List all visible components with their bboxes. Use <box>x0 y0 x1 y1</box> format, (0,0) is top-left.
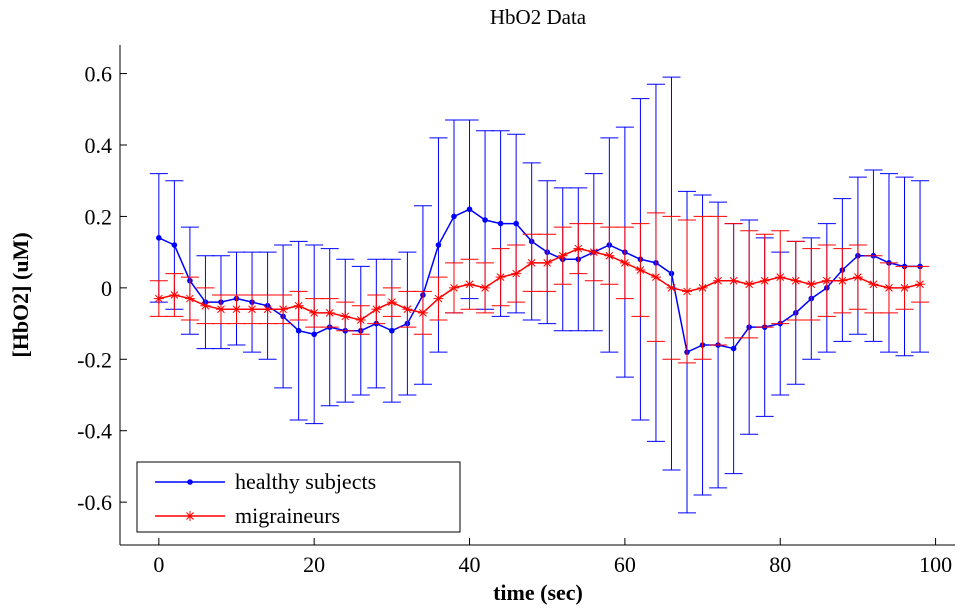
marker <box>682 286 693 297</box>
y-tick-label: 0.6 <box>85 62 113 87</box>
marker <box>790 275 801 286</box>
y-tick-label: 0 <box>101 276 112 301</box>
marker <box>821 275 832 286</box>
marker <box>511 268 522 279</box>
legend-label: migraineurs <box>235 503 340 528</box>
marker <box>744 279 755 290</box>
x-tick-label: 80 <box>769 552 791 577</box>
marker <box>915 279 926 290</box>
marker <box>435 242 442 248</box>
x-tick-label: 20 <box>303 552 325 577</box>
marker <box>433 293 444 304</box>
marker <box>156 235 162 241</box>
marker <box>355 315 366 325</box>
marker <box>295 327 302 334</box>
marker <box>371 304 382 315</box>
marker <box>513 220 519 227</box>
chart-title: HbO2 Data <box>490 5 587 29</box>
marker <box>311 331 317 338</box>
legend-label: healthy subjects <box>235 469 376 494</box>
marker <box>389 327 395 334</box>
y-tick-label: -0.2 <box>77 347 112 372</box>
legend: healthy subjects migraineurs <box>136 461 461 533</box>
series-line <box>158 208 921 354</box>
marker <box>883 282 894 293</box>
marker <box>482 217 488 223</box>
marker <box>775 272 786 283</box>
marker <box>153 293 164 304</box>
y-tick-label: 0.2 <box>85 204 113 229</box>
marker <box>728 275 739 286</box>
marker <box>899 282 910 293</box>
marker <box>417 307 428 318</box>
marker <box>171 242 178 248</box>
marker <box>185 511 195 521</box>
marker <box>324 307 335 318</box>
marker <box>187 479 193 485</box>
marker <box>480 282 491 293</box>
marker <box>868 279 879 290</box>
x-axis-label: time (sec) <box>493 580 583 605</box>
x-tick-label: 100 <box>919 552 952 577</box>
marker <box>666 282 677 293</box>
marker <box>466 206 473 213</box>
marker <box>402 304 413 315</box>
marker <box>526 257 537 268</box>
marker <box>278 304 289 315</box>
marker <box>573 243 584 254</box>
marker <box>604 250 615 261</box>
marker <box>169 290 180 300</box>
marker <box>557 250 568 261</box>
marker <box>497 220 504 227</box>
marker <box>697 282 708 293</box>
marker <box>852 272 863 283</box>
series-line <box>158 247 921 321</box>
marker <box>184 293 195 304</box>
marker <box>340 311 351 322</box>
marker <box>449 282 459 293</box>
marker <box>495 272 506 283</box>
marker <box>759 275 770 286</box>
marker <box>309 307 320 318</box>
x-tick-label: 0 <box>153 552 164 577</box>
y-tick-label: 0.4 <box>85 133 113 158</box>
marker <box>215 304 226 315</box>
marker <box>262 304 273 315</box>
marker <box>806 279 817 290</box>
marker <box>588 247 599 258</box>
x-tick-label: 40 <box>459 552 481 577</box>
marker <box>619 257 630 268</box>
marker <box>542 257 553 268</box>
series <box>149 212 930 364</box>
marker <box>650 272 661 283</box>
legend-box <box>136 461 461 533</box>
marker <box>451 213 457 220</box>
y-tick-label: -0.4 <box>77 419 112 444</box>
y-axis-label: [HbO2] (uM) <box>8 232 33 357</box>
marker <box>730 345 737 352</box>
marker <box>713 275 724 286</box>
marker <box>837 275 848 286</box>
marker <box>635 265 646 275</box>
marker <box>200 300 211 311</box>
marker <box>386 297 397 308</box>
marker <box>247 304 258 315</box>
marker <box>293 300 304 311</box>
marker <box>464 279 475 290</box>
x-tick-label: 60 <box>614 552 636 577</box>
marker <box>231 304 242 315</box>
y-tick-label: -0.6 <box>77 490 112 515</box>
